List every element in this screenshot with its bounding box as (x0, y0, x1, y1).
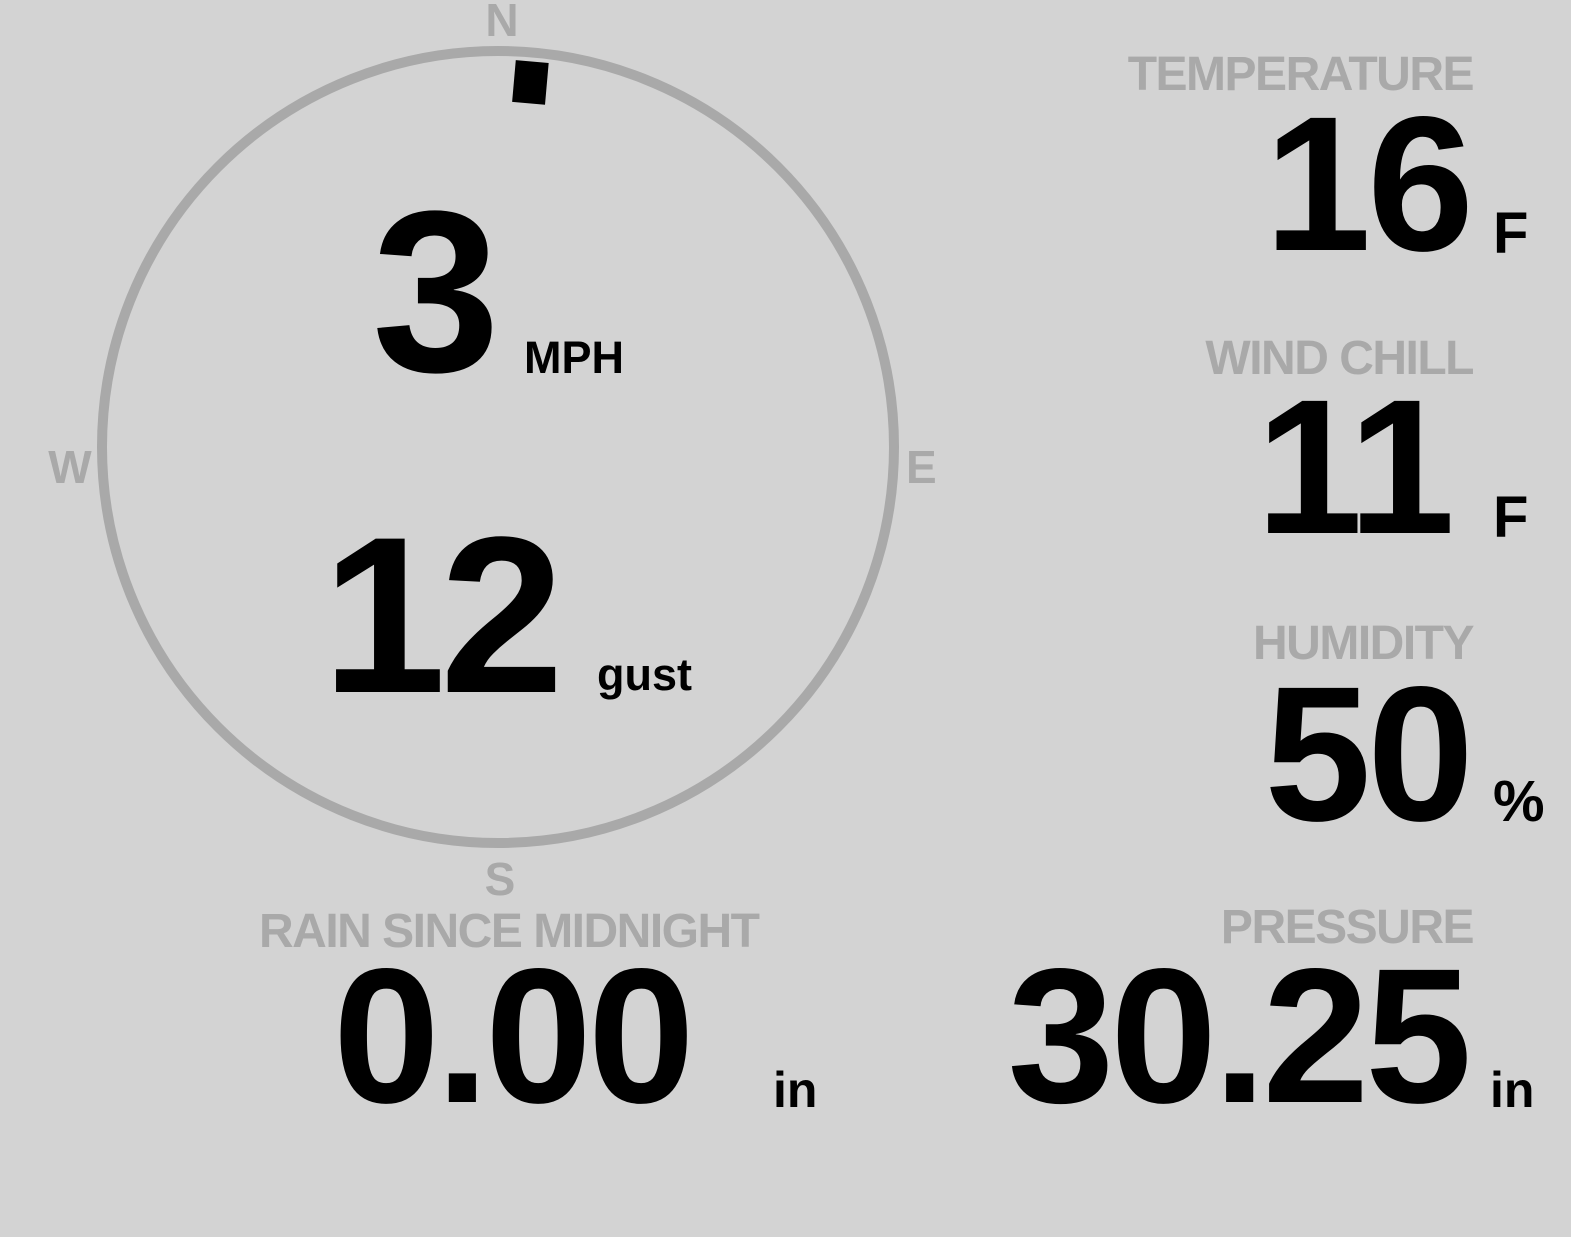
wind-speed-unit: MPH (524, 332, 624, 383)
compass-north: N (485, 0, 519, 46)
compass-west: W (48, 441, 92, 493)
wind-gust-unit: gust (597, 649, 692, 700)
rain-value: 0.00 (333, 928, 695, 1143)
rain-label: RAIN SINCE MIDNIGHT (259, 905, 760, 958)
rain-unit: in (773, 1062, 818, 1118)
wind-gust-value: 12 (322, 491, 564, 740)
wind-direction-needle (512, 60, 549, 105)
wind-speed-value: 3 (372, 163, 500, 420)
pressure-value: 30.25 (1007, 928, 1472, 1143)
compass-ring (97, 46, 899, 848)
compass-south: S (484, 853, 516, 905)
pressure-label: PRESSURE (1220, 901, 1475, 954)
humidity-value: 50 (1264, 646, 1474, 861)
temperature-value: 16 (1264, 76, 1474, 291)
wind-chill-label: WIND CHILL (1205, 332, 1474, 385)
temperature-unit: F (1493, 201, 1529, 266)
compass-east: E (906, 441, 937, 493)
humidity-label: HUMIDITY (1253, 617, 1474, 670)
temperature-label: TEMPERATURE (1127, 48, 1475, 101)
pressure-unit: in (1490, 1062, 1535, 1118)
humidity-unit: % (1493, 769, 1545, 834)
wind-chill-unit: F (1493, 485, 1529, 550)
wind-chill-value: 11 (1256, 359, 1455, 574)
